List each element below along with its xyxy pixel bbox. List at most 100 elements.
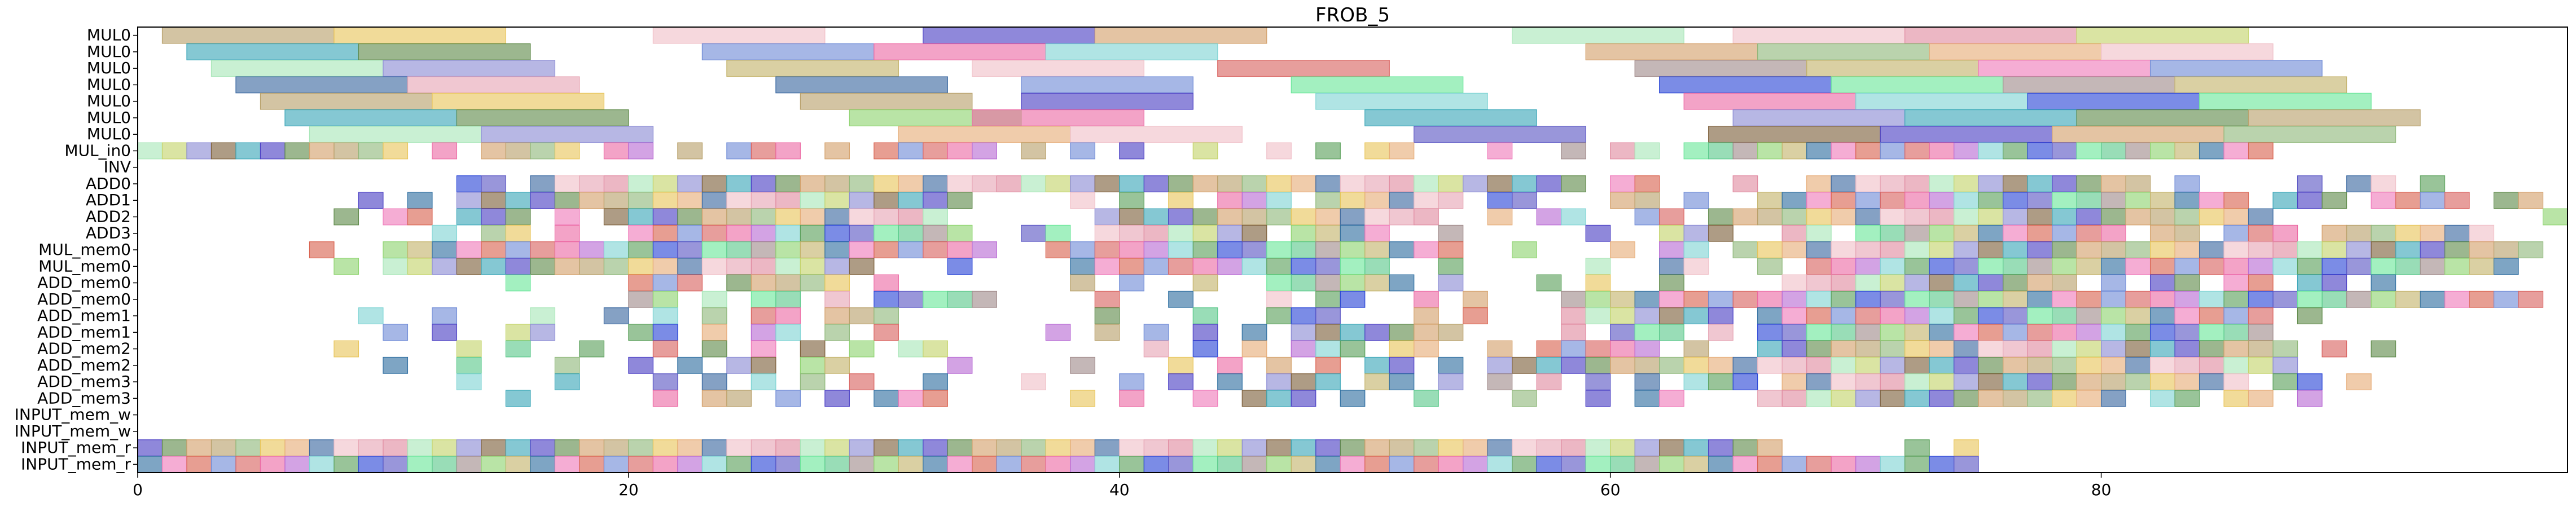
bar-segment [923,142,948,160]
bar-segment [628,290,653,308]
bar-segment [358,307,384,324]
bar-segment [2076,192,2102,209]
bar-segment [1315,175,1341,192]
bar-segment [481,192,507,209]
bar-segment [1192,307,1218,324]
bar-segment [2395,258,2421,275]
bar-segment [1241,456,1267,473]
bar-segment [652,175,678,192]
bar-segment [1880,390,1906,407]
bar-segment [1487,340,1513,358]
bar-segment [2518,192,2544,209]
bar-segment [505,224,531,242]
bar-segment [652,290,678,308]
bar-segment [481,208,507,226]
bar-segment [1659,241,1684,258]
bar-segment [1119,208,1144,226]
bar-segment [1119,175,1144,192]
bar-segment [579,192,605,209]
bar-segment [1266,241,1292,258]
bar-segment [1070,390,1095,407]
bar-segment [972,290,997,308]
bar-segment [1880,307,1906,324]
bar-segment [652,224,678,242]
bar-segment [923,456,948,473]
bar-segment [1806,258,1832,275]
bar-segment [701,439,727,457]
bar-segment [628,456,653,473]
bar-segment [1929,356,1955,374]
bar-segment [579,258,605,275]
bar-segment [1217,373,1243,391]
bar-segment [284,109,458,126]
bar-segment [628,175,653,192]
bar-segment [1954,439,1979,457]
bar-segment [1438,175,1464,192]
bar-segment [1266,390,1292,407]
bar-segment [1831,324,1857,341]
bar-segment [1512,175,1537,192]
bar-segment [1168,373,1193,391]
bar-segment [972,241,997,258]
bar-segment [1021,175,1046,192]
y-tick-label: MUL0 [87,108,131,127]
bar-segment [554,192,580,209]
bar-segment [2223,258,2249,275]
bar-segment [1929,373,1955,391]
bar-segment [1806,142,1832,160]
bar-segment [2371,290,2397,308]
bar-segment [1634,390,1660,407]
bar-segment [824,324,850,341]
bar-segment [1634,60,1807,77]
bar-segment [2100,142,2126,160]
bar-segment [1192,208,1218,226]
bar-segment [1414,456,1439,473]
bar-segment [1585,456,1611,473]
bar-segment [1929,192,1955,209]
bar-segment [1291,307,1316,324]
bar-segment [1487,373,1513,391]
bar-segment [2346,241,2372,258]
bar-segment [1438,373,1464,391]
bar-segment [432,439,458,457]
bar-segment [1757,290,1783,308]
bar-segment [1954,241,1979,258]
bar-segment [1880,290,1906,308]
bar-segment [1781,456,1807,473]
bar-segment [2076,258,2102,275]
y-tick-label: INV [104,158,131,177]
bar-segment [1781,290,1807,308]
bar-segment [1732,241,1758,258]
bar-segment [677,456,703,473]
bar-segment [1880,192,1906,209]
bar-segment [1561,307,1586,324]
bar-segment [1364,274,1390,292]
bar-segment [628,241,653,258]
bar-segment [1585,390,1611,407]
bar-segment [530,258,556,275]
bar-segment [923,390,948,407]
bar-segment [333,258,359,275]
y-tick-label: ADD3 [86,224,131,243]
bar-segment [284,439,310,457]
bar-segment [1291,439,1316,457]
bar-segment [677,439,703,457]
bar-segment [1438,356,1464,374]
bar-segment [2493,192,2519,209]
bar-segment [1364,456,1390,473]
bar-segment [923,439,948,457]
bar-segment [2297,307,2323,324]
bar-segment [2052,274,2077,292]
bar-segment [235,456,261,473]
bar-segment [800,439,826,457]
bar-segment [1880,356,1906,374]
bar-segment [1266,373,1292,391]
bar-segment [1610,456,1635,473]
bar-segment [751,274,776,292]
bar-segment [1266,208,1292,226]
bar-segment [849,307,875,324]
bar-segment [2223,390,2249,407]
bar-segment [1634,142,1660,160]
bar-segment [972,439,997,457]
bar-segment [2297,390,2323,407]
